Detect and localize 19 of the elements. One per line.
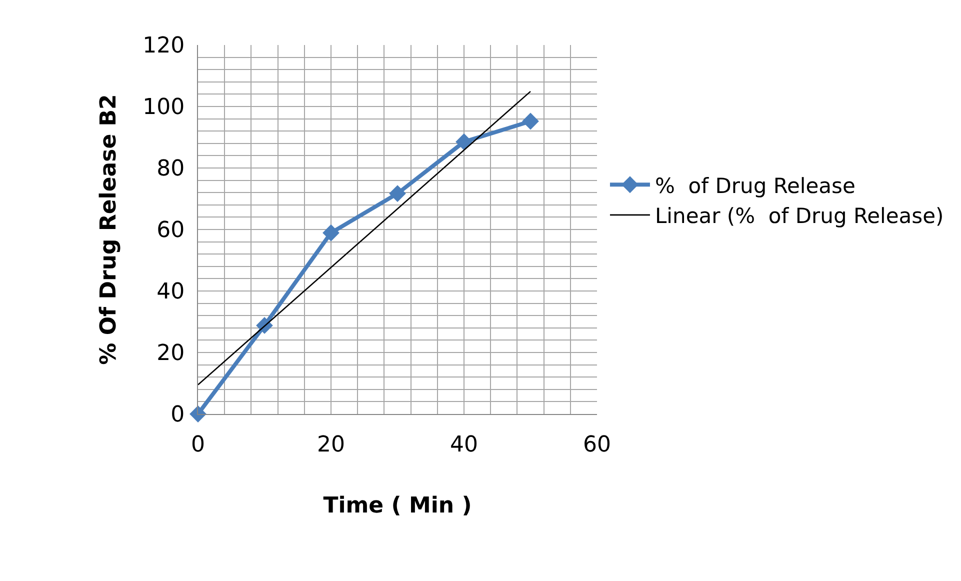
y-tick-label: 20 (156, 341, 185, 366)
point (389, 185, 406, 202)
y-tick-label: 80 (156, 156, 185, 182)
point (522, 112, 539, 130)
x-tick-label: 0 (191, 432, 205, 458)
y-tick-label: 60 (156, 218, 185, 244)
legend-label: Linear (% of Drug Release) (654, 204, 944, 228)
y-tick-label: 40 (156, 280, 185, 305)
y-tick-label: 100 (142, 95, 185, 120)
legend-label: % of Drug Release (654, 174, 856, 198)
y-axis-title: % Of Drug Release B2 (96, 94, 122, 365)
y-tick-label: 0 (170, 402, 185, 428)
y-tick-label: 120 (142, 34, 185, 59)
x-axis-title: Time ( Min ) (323, 493, 472, 518)
x-tick-label: 20 (317, 432, 345, 458)
x-tick-label: 40 (450, 432, 478, 458)
point (322, 224, 340, 242)
x-tick-label: 60 (583, 432, 611, 458)
point (456, 133, 472, 150)
